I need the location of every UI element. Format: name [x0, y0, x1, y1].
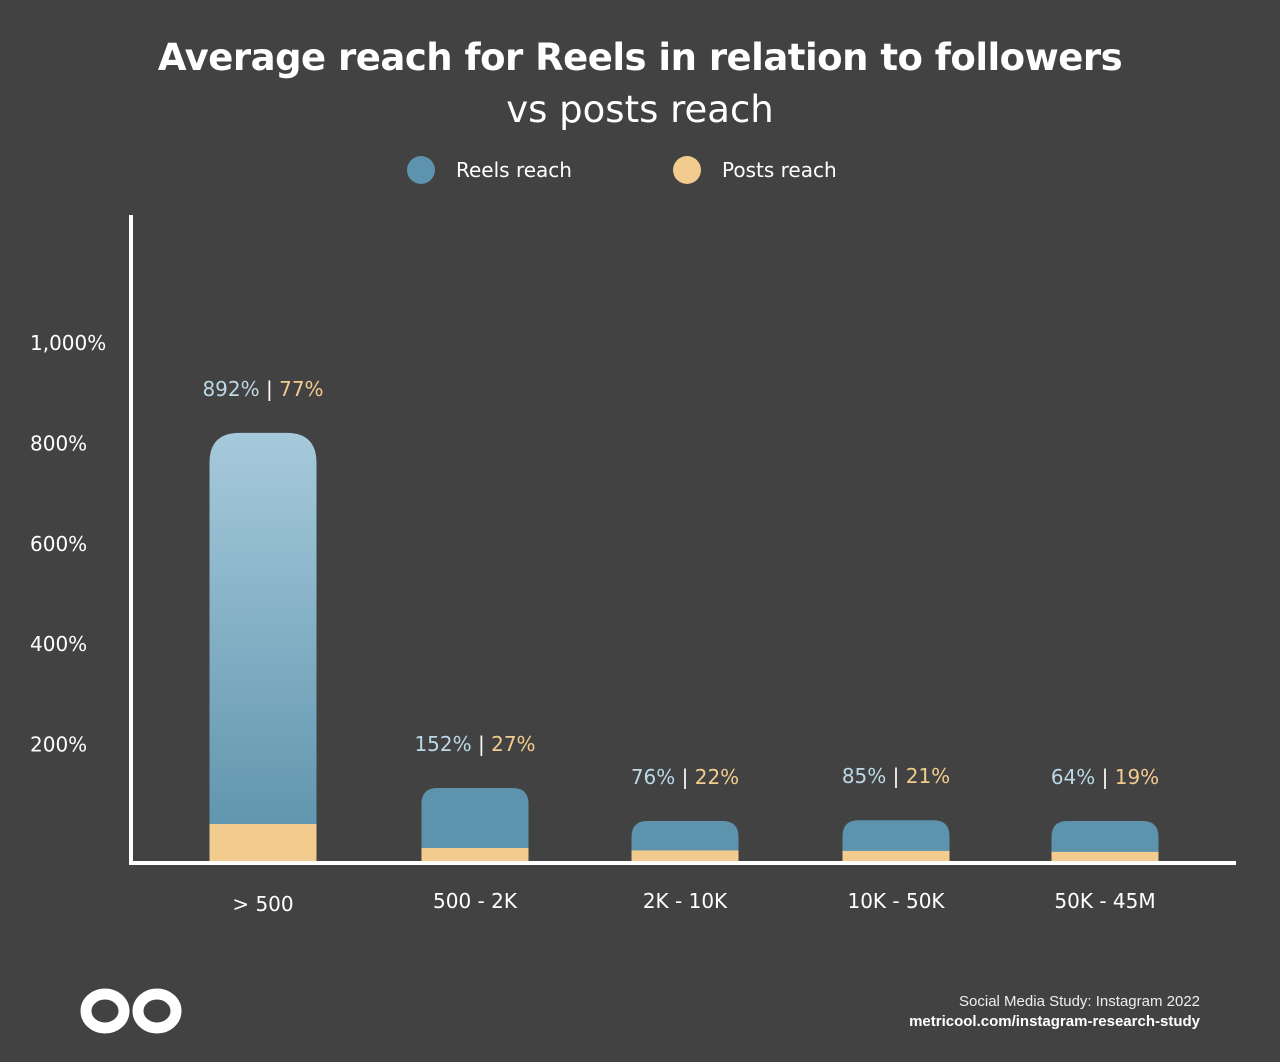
y-tick-label: 600% — [30, 532, 87, 556]
y-tick-label: 200% — [30, 733, 87, 757]
data-label-separator: | — [260, 377, 279, 401]
chart-subtitle: vs posts reach — [506, 88, 774, 131]
footer-source: Social Media Study: Instagram 2022 — [959, 993, 1200, 1010]
data-label-separator: | — [472, 732, 491, 756]
legend-posts-swatch — [673, 156, 701, 184]
data-label-separator: | — [1095, 765, 1114, 789]
x-tick-label: 50K - 45M — [1054, 889, 1155, 913]
legend-posts-label: Posts reach — [722, 158, 837, 182]
data-label: 892% | 77% — [202, 377, 323, 401]
data-label: 152% | 27% — [414, 732, 535, 756]
data-label-posts: 19% — [1115, 765, 1159, 789]
bar-posts — [421, 848, 529, 861]
bar-posts — [209, 824, 317, 861]
x-tick-label: 2K - 10K — [643, 889, 728, 913]
legend-reels: Reels reach — [407, 156, 572, 184]
data-label-reels: 892% — [202, 377, 259, 401]
data-label-reels: 85% — [842, 764, 886, 788]
data-label-posts: 21% — [906, 764, 950, 788]
data-label-posts: 27% — [491, 732, 535, 756]
data-label-reels: 152% — [414, 732, 471, 756]
data-label-separator: | — [886, 764, 905, 788]
data-label: 76% | 22% — [631, 765, 739, 789]
data-label-posts: 77% — [279, 377, 323, 401]
data-label-posts: 22% — [695, 765, 739, 789]
x-tick-label: > 500 — [232, 892, 293, 916]
bar-reels — [421, 788, 529, 861]
y-tick-label: 400% — [30, 632, 87, 656]
data-label-reels: 64% — [1051, 765, 1095, 789]
chart-title: Average reach for Reels in relation to f… — [157, 36, 1123, 79]
legend-reels-label: Reels reach — [456, 158, 572, 182]
x-tick-label: 500 - 2K — [433, 889, 518, 913]
bar-reels — [209, 432, 317, 861]
data-label-reels: 76% — [631, 765, 675, 789]
data-label: 85% | 21% — [842, 764, 950, 788]
legend-posts: Posts reach — [673, 156, 837, 184]
data-label-separator: | — [675, 765, 694, 789]
bar-reels — [1051, 821, 1159, 861]
y-tick-label: 1,000% — [30, 331, 106, 355]
bar-posts — [842, 850, 950, 861]
bar-posts — [631, 850, 739, 861]
footer-url[interactable]: metricool.com/instagram-research-study — [909, 1013, 1200, 1030]
data-label: 64% | 19% — [1051, 765, 1159, 789]
y-tick-label: 800% — [30, 431, 87, 455]
x-tick-label: 10K - 50K — [847, 889, 945, 913]
bar-posts — [1051, 851, 1159, 861]
bar-reels — [842, 820, 950, 861]
legend-reels-swatch — [407, 156, 435, 184]
